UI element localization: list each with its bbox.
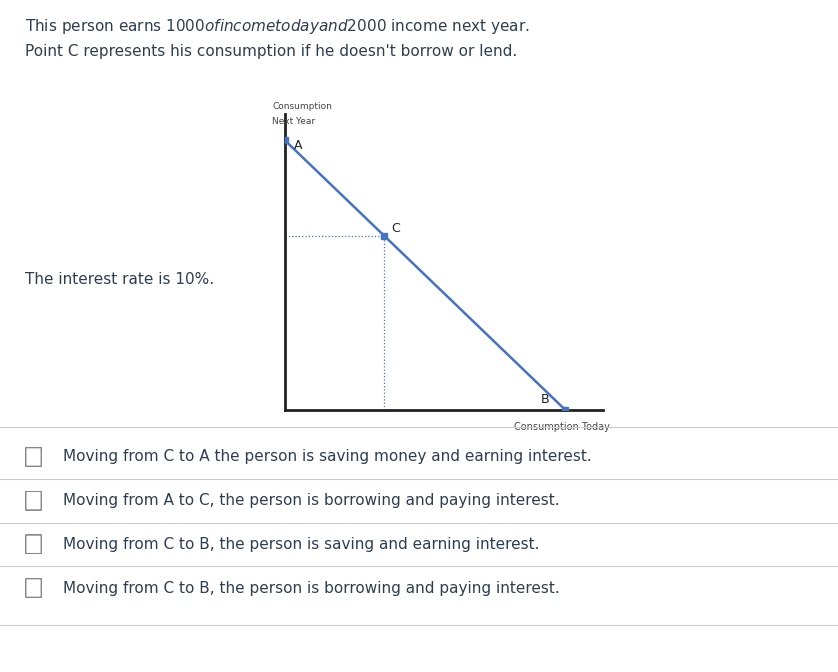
Text: The interest rate is 10%.: The interest rate is 10%. [25, 272, 215, 287]
Text: Consumption Today: Consumption Today [514, 422, 610, 431]
Text: Moving from C to B, the person is saving and earning interest.: Moving from C to B, the person is saving… [63, 537, 540, 552]
Text: Next Year: Next Year [272, 117, 315, 126]
Text: C: C [391, 222, 401, 235]
FancyBboxPatch shape [26, 491, 41, 510]
Text: Consumption: Consumption [272, 102, 332, 112]
Text: Moving from C to B, the person is borrowing and paying interest.: Moving from C to B, the person is borrow… [63, 581, 560, 595]
FancyBboxPatch shape [26, 535, 41, 554]
FancyBboxPatch shape [26, 448, 41, 466]
Text: Point C represents his consumption if he doesn't borrow or lend.: Point C represents his consumption if he… [25, 44, 517, 58]
Text: B: B [541, 393, 549, 406]
Text: This person earns $1000 of income today and $2000 income next year.: This person earns $1000 of income today … [25, 17, 530, 36]
FancyBboxPatch shape [26, 579, 41, 597]
Text: Moving from C to A the person is saving money and earning interest.: Moving from C to A the person is saving … [63, 450, 592, 464]
Text: A: A [294, 139, 303, 152]
Text: Moving from A to C, the person is borrowing and paying interest.: Moving from A to C, the person is borrow… [63, 493, 560, 508]
